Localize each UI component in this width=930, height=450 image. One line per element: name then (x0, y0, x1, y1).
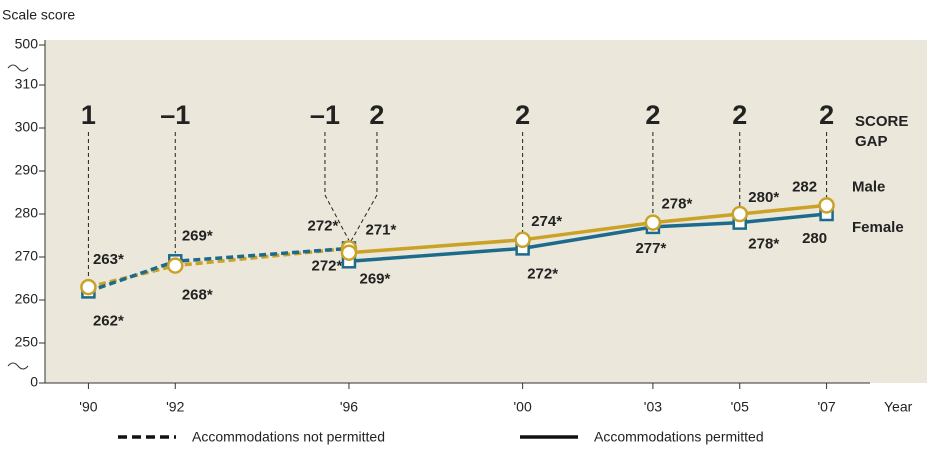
score-gap-label: SCORE GAP (855, 113, 908, 150)
x-tick-label: '92 (166, 399, 184, 415)
value-label: 269* (182, 227, 213, 244)
score-gap: 1 (81, 100, 96, 130)
value-label: 263* (93, 251, 124, 268)
score-gap: –1 (160, 100, 190, 130)
x-tick-label: '00 (514, 399, 532, 415)
y-tick-label: 280 (15, 205, 39, 221)
y-tick-label: 250 (15, 334, 39, 350)
value-label: 277* (635, 240, 666, 257)
value-label: 271* (366, 222, 397, 239)
score-gap: 2 (819, 100, 834, 130)
value-label: 269* (360, 270, 391, 287)
value-label: 278* (748, 236, 779, 253)
value-label: 272* (527, 265, 558, 282)
marker (644, 214, 662, 231)
gap-connector (348, 132, 378, 245)
marker (340, 244, 358, 261)
y-tick-label: 270 (15, 248, 39, 264)
marker (818, 197, 835, 214)
value-label: 262* (93, 312, 124, 329)
value-label: 280 (802, 230, 827, 247)
axis-break (7, 64, 29, 370)
value-label: 272* (308, 217, 339, 234)
legend-label: Accommodations permitted (594, 429, 764, 445)
x-tick-label: '96 (340, 399, 358, 415)
value-label: 272* (312, 257, 343, 274)
x-tick-label: '05 (731, 399, 749, 415)
x-tick-label: '03 (644, 399, 662, 415)
x-tick-label: '90 (79, 399, 97, 415)
marker (514, 231, 531, 249)
score-gap: 2 (515, 100, 530, 130)
y-tick-label: 0 (30, 374, 38, 390)
value-label: 280* (748, 189, 779, 206)
gap-connector (324, 132, 350, 241)
score-gap: 2 (732, 100, 747, 130)
marker (167, 257, 184, 274)
y-tick-label: 290 (15, 162, 39, 178)
value-label: 268* (182, 287, 213, 304)
value-label: 274* (531, 213, 562, 230)
marker (731, 205, 748, 223)
plot-background (45, 40, 927, 383)
y-tick-label: 300 (15, 119, 39, 135)
y-tick-label: 310 (15, 76, 39, 92)
score-gap: –1 (310, 100, 340, 130)
y-tick-label: 500 (15, 36, 39, 52)
x-tick-label: '07 (817, 399, 835, 415)
value-label: 282 (792, 178, 817, 195)
y-axis-label: Scale score (2, 7, 75, 23)
legend-label: Accommodations not permitted (192, 429, 385, 445)
series-label: Female (852, 219, 904, 236)
score-gap: 2 (369, 100, 384, 130)
value-label: 278* (661, 196, 692, 213)
score-gap: 2 (645, 100, 660, 130)
y-tick-label: 260 (15, 291, 39, 307)
series-label: Male (852, 178, 885, 195)
marker (80, 278, 97, 296)
x-axis-label: Year (884, 399, 913, 415)
